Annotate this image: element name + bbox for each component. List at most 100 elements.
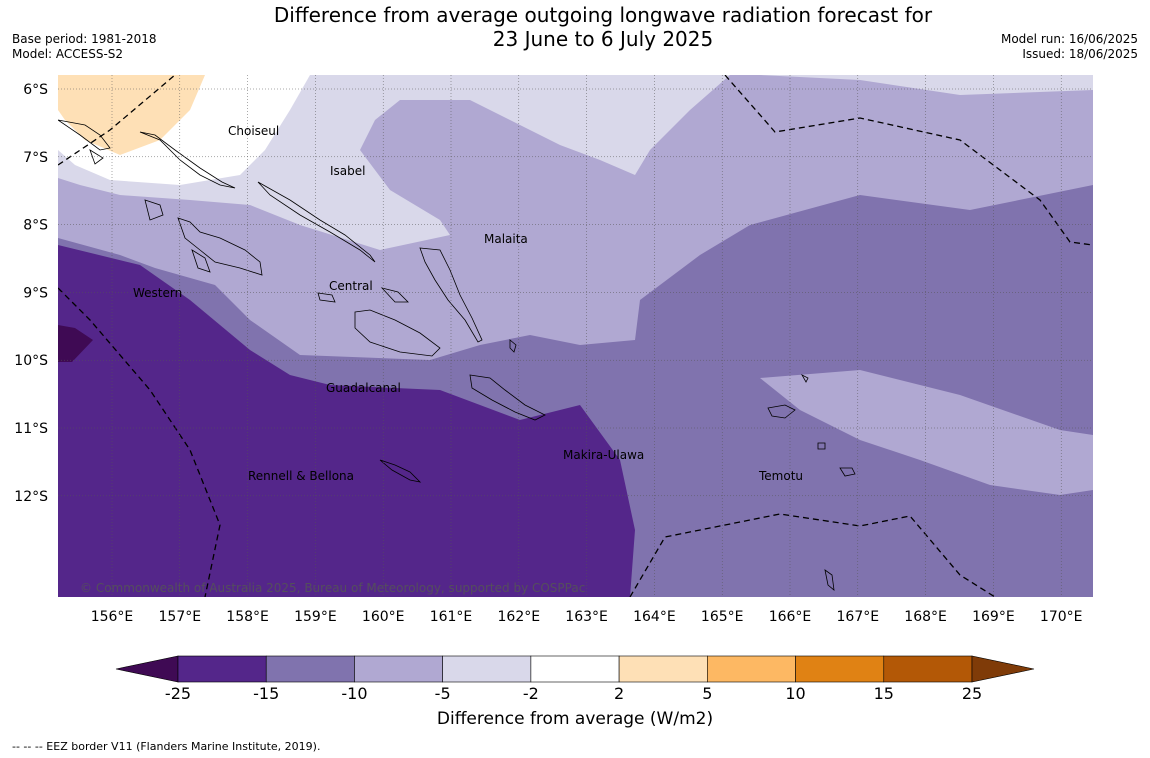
map-title: Difference from average outgoing longwav… xyxy=(200,3,1006,51)
colorbar-tick-label: -2 xyxy=(522,684,539,703)
lat-label: 8°S xyxy=(23,218,48,234)
island-temotu-tiny xyxy=(817,442,826,450)
eez-border-segment-ne xyxy=(724,75,1093,246)
title-line-2: 23 June to 6 July 2025 xyxy=(492,27,714,51)
meta-left: Base period: 1981-2018 Model: ACCESS-S2 xyxy=(12,32,157,62)
lat-label: 7°S xyxy=(23,150,48,166)
lon-label: 156°E xyxy=(91,609,134,625)
island-guadalcanal xyxy=(354,309,441,357)
lon-label: 167°E xyxy=(837,609,880,625)
latitude-labels: 6°S 7°S 8°S 9°S 10°S 11°S 12°S xyxy=(14,82,48,505)
model-run: Model run: 16/06/2025 xyxy=(1000,32,1138,46)
colorbar-tick-label: 25 xyxy=(961,684,983,703)
island-bougainville xyxy=(58,119,111,151)
colorbar-title: Difference from average (W/m2) xyxy=(436,709,714,729)
colorbar-bin xyxy=(265,655,355,683)
colorbar-tick-label: 5 xyxy=(702,684,713,703)
lon-label: 164°E xyxy=(633,609,676,625)
base-period: Base period: 1981-2018 xyxy=(12,32,157,46)
island-anuta xyxy=(824,569,835,591)
region-label: Malaita xyxy=(484,232,528,246)
issued-date: Issued: 18/06/2025 xyxy=(1022,47,1138,61)
island-temotu-small xyxy=(839,467,856,477)
region-label: Isabel xyxy=(330,164,365,178)
graticule xyxy=(58,75,1093,597)
lat-label: 9°S xyxy=(23,285,48,301)
colorbar-tick-label: -10 xyxy=(341,684,368,703)
lon-label: 162°E xyxy=(498,609,541,625)
lon-label: 168°E xyxy=(904,609,947,625)
region-label: Temotu xyxy=(758,469,803,483)
lon-label: 159°E xyxy=(294,609,337,625)
eez-border xyxy=(58,75,1093,597)
lon-label: 163°E xyxy=(565,609,608,625)
meta-right: Model run: 16/06/2025 Issued: 18/06/2025 xyxy=(1001,32,1138,62)
map-field xyxy=(58,75,1093,597)
island-bougainville-small xyxy=(89,149,104,165)
colorbar-tick-label: 15 xyxy=(873,684,894,703)
colorbar-tick-label: 10 xyxy=(785,684,806,703)
colorbar-bin xyxy=(177,655,267,683)
lon-label: 161°E xyxy=(430,609,473,625)
coastlines xyxy=(58,119,856,591)
lon-label: 169°E xyxy=(972,609,1015,625)
region-label: Western xyxy=(133,286,182,300)
region-labels: Choiseul Isabel Malaita Central Western Guada… xyxy=(133,124,803,483)
island-choiseul xyxy=(139,131,236,189)
anomaly-band-below-minus25 xyxy=(58,325,93,362)
anomaly-band-plus2-plus5 xyxy=(58,75,205,155)
island-makira xyxy=(469,374,546,421)
colorbar-bin xyxy=(442,655,532,683)
anomaly-band-minus25-minus15 xyxy=(58,245,635,597)
colorbar-bin xyxy=(354,655,443,683)
eez-border-segment-west xyxy=(58,287,221,597)
colorbar-bin xyxy=(618,655,708,683)
colorbar-bin xyxy=(707,655,796,683)
colorbar xyxy=(115,655,1035,683)
colorbar-bin xyxy=(883,655,973,683)
lon-label: 170°E xyxy=(1040,609,1083,625)
colorbar-bin xyxy=(795,655,885,683)
island-new-georgia xyxy=(177,217,263,276)
lon-label: 165°E xyxy=(701,609,744,625)
model-name: Model: ACCESS-S2 xyxy=(12,47,124,61)
colorbar-bin xyxy=(530,655,620,683)
region-label: Rennell & Bellona xyxy=(248,469,354,483)
lat-label: 11°S xyxy=(14,421,48,437)
eez-border-segment-nw xyxy=(58,75,176,166)
colorbar-tick-label: 2 xyxy=(614,684,625,703)
region-label: Choiseul xyxy=(228,124,279,138)
region-label: Guadalcanal xyxy=(326,381,401,395)
island-sikaiana xyxy=(509,339,517,353)
lat-label: 6°S xyxy=(23,82,48,98)
island-western-small-2 xyxy=(191,249,211,273)
island-malaita xyxy=(419,247,483,343)
anomaly-band-minus5-minus2-north xyxy=(760,75,1093,95)
island-nggela xyxy=(380,287,409,303)
island-western-small xyxy=(144,199,164,221)
longitude-labels: 156°E 157°E 158°E 159°E 160°E 161°E 162°E 163°E… xyxy=(91,609,1083,625)
lon-label: 166°E xyxy=(769,609,812,625)
title-line-1: Difference from average outgoing longwav… xyxy=(273,3,933,27)
lon-label: 160°E xyxy=(362,609,405,625)
eez-border-segment-se xyxy=(629,513,996,597)
lon-label: 158°E xyxy=(226,609,269,625)
colorbar-tick-label: -25 xyxy=(164,684,192,703)
colorbar-tick-label: -15 xyxy=(253,684,280,703)
colorbar-tick-label: -5 xyxy=(434,684,451,703)
copyright-notice: © Commonwealth of Australia 2025, Bureau… xyxy=(80,581,585,595)
lat-label: 12°S xyxy=(14,489,48,505)
colorbar-extend-high xyxy=(971,655,1035,683)
region-label: Makira-Ulawa xyxy=(563,448,644,462)
island-duff xyxy=(800,374,809,383)
lat-label: 10°S xyxy=(14,353,48,369)
island-rennell xyxy=(379,459,422,483)
anomaly-band-minus10-minus5-east xyxy=(760,370,1093,495)
colorbar-extend-low xyxy=(115,655,179,683)
lon-label: 157°E xyxy=(159,609,202,625)
island-russell xyxy=(317,292,336,303)
footnote-eez: -- -- -- EEZ border V11 (Flanders Marine… xyxy=(12,740,321,753)
island-isabel xyxy=(257,181,376,263)
region-label: Central xyxy=(329,279,373,293)
